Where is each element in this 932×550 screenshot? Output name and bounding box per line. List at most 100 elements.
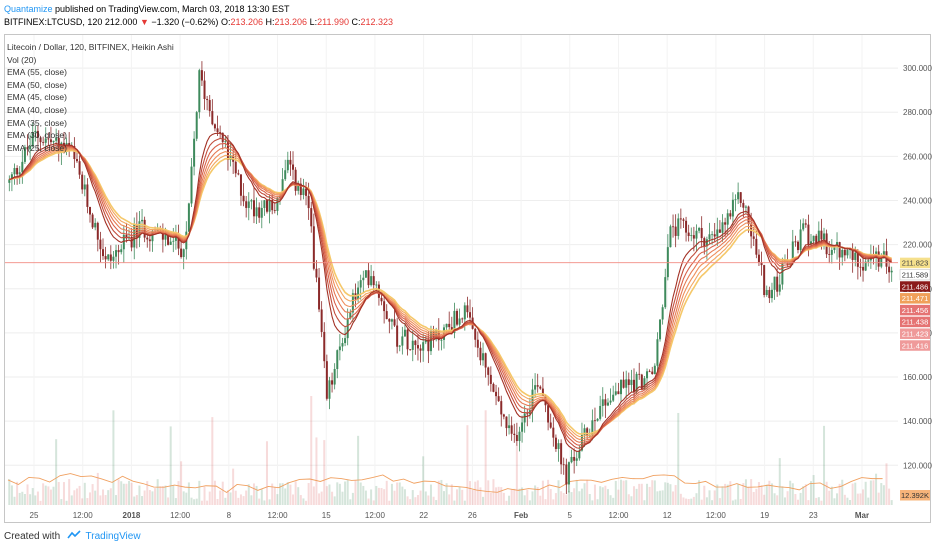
candle-body — [604, 399, 607, 406]
candle-body — [534, 385, 537, 390]
candle-body — [390, 319, 393, 322]
volume-bar — [232, 468, 235, 505]
volume-bar — [880, 483, 883, 505]
candle-body — [760, 262, 763, 266]
volume-bar — [442, 491, 445, 505]
volume-bar — [52, 486, 55, 505]
volume-bar — [591, 500, 594, 505]
volume-bar — [580, 488, 583, 505]
volume-bar — [226, 490, 229, 505]
volume-bar — [466, 425, 469, 505]
ema-line — [9, 147, 892, 440]
candle-body — [508, 425, 511, 429]
open-label: O: — [220, 17, 231, 27]
volume-bar — [815, 497, 818, 505]
candle-body — [810, 241, 813, 245]
tradingview-link[interactable]: TradingView — [85, 531, 141, 542]
candle-body — [34, 130, 37, 133]
candle-body — [674, 226, 677, 236]
candle-body — [664, 277, 667, 308]
volume-bar — [549, 489, 552, 505]
candle-body — [388, 318, 391, 322]
price-label-bg — [900, 293, 930, 304]
candle-body — [492, 383, 495, 392]
volume-bar — [279, 483, 282, 505]
candle-body — [279, 196, 282, 198]
candle-body — [557, 443, 560, 449]
volume-bar — [125, 483, 128, 505]
candle-body — [765, 289, 768, 296]
volume-bar — [47, 486, 50, 505]
volume-bar — [302, 498, 305, 505]
candle-body — [331, 380, 334, 385]
volume-bar — [401, 486, 404, 505]
volume-bar — [411, 490, 414, 505]
volume-bar — [612, 497, 615, 505]
volume-bar — [500, 487, 503, 505]
price-tick-label: 120.000 — [903, 461, 932, 470]
candle-body — [286, 159, 289, 171]
volume-bar — [258, 498, 261, 505]
volume-bar — [297, 487, 300, 505]
candle-body — [224, 141, 227, 143]
volume-bar — [354, 480, 357, 505]
volume-bar — [419, 490, 422, 505]
time-tick-label: 12:00 — [170, 511, 191, 520]
candle-body — [86, 184, 89, 207]
volume-bar — [372, 500, 375, 505]
volume-bar — [385, 480, 388, 505]
volume-bar — [476, 480, 479, 505]
volume-bar — [122, 483, 125, 505]
volume-bar — [169, 426, 172, 505]
candle-body — [115, 250, 118, 257]
volume-bar — [731, 500, 734, 505]
volume-bar — [325, 486, 328, 505]
chart-grid — [5, 35, 898, 505]
volume-bar — [73, 490, 76, 505]
candle-body — [245, 201, 248, 208]
volume-bar — [432, 496, 435, 505]
chart-frame — [4, 34, 931, 523]
high-value: 213.206 — [274, 17, 308, 27]
volume-bar — [461, 489, 464, 505]
volume-bar — [859, 493, 862, 505]
footer: Created with TradingView — [4, 530, 141, 542]
price-label: 211.471 — [902, 294, 929, 303]
publish-line: Quantamize published on TradingView.com,… — [4, 3, 393, 16]
volume-bar — [588, 494, 591, 505]
candle-body — [685, 220, 688, 233]
volume-bar — [726, 484, 729, 505]
candle-body — [565, 464, 568, 485]
candle-body — [474, 328, 477, 340]
candle-body — [638, 373, 641, 375]
candle-body — [729, 213, 732, 217]
volume-bar — [770, 483, 773, 505]
volume-bar — [148, 490, 151, 505]
candle-body — [193, 138, 196, 167]
volume-bar — [159, 486, 162, 505]
candle-body — [724, 222, 727, 225]
volume-bar — [739, 498, 742, 505]
candle-body — [117, 250, 120, 253]
volume-bar — [198, 480, 201, 505]
candle-body — [268, 200, 271, 212]
volume-bar — [799, 492, 802, 505]
candle-body — [414, 340, 417, 346]
volume-bar — [565, 494, 568, 505]
ema-line — [9, 142, 892, 446]
volume-bar — [78, 485, 81, 505]
candle-body — [578, 450, 581, 459]
author-link[interactable]: Quantamize — [4, 4, 53, 14]
candle-body — [281, 179, 284, 197]
candle-body — [276, 197, 279, 211]
volume-bar — [633, 486, 636, 505]
candle-body — [651, 371, 654, 375]
volume-bar — [495, 487, 498, 505]
candle-body — [695, 230, 698, 239]
candle-body — [200, 70, 203, 81]
candle-body — [403, 329, 406, 337]
volume-bar — [854, 482, 857, 505]
volume-bar — [450, 484, 453, 505]
volume-bar — [221, 481, 224, 505]
